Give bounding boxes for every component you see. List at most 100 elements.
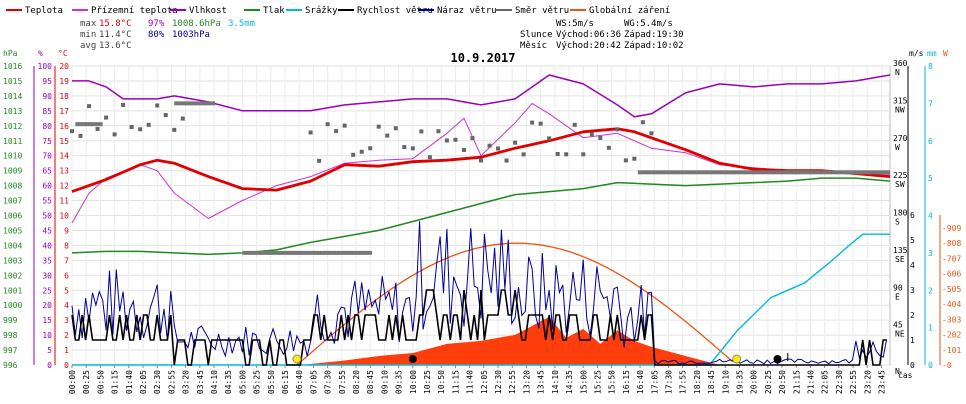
pct-axis-unit: %	[38, 49, 43, 58]
mm-tick-label: 3	[928, 249, 933, 258]
x-tick-label: 22:30	[835, 370, 844, 394]
legend-label: Teplota	[25, 6, 63, 16]
humidity-line	[72, 74, 891, 118]
x-tick-label: 02:05	[139, 370, 148, 394]
legend-label: Rychlost větru	[357, 6, 433, 16]
temp-tick-label: 4	[64, 301, 69, 310]
wind-direction-mark	[547, 136, 552, 141]
ms-tick-label: 5	[910, 236, 915, 245]
w-tick-label: -303	[942, 315, 961, 324]
hpa-tick-label: 1012	[3, 122, 22, 131]
wind-direction-mark	[172, 127, 177, 132]
pct-tick-label: 75	[42, 137, 52, 146]
pct-tick-label: 50	[42, 212, 52, 221]
x-tick-label: 12:30	[494, 370, 503, 394]
x-tick-label: 10:50	[437, 370, 446, 394]
wind-direction-mark	[496, 146, 501, 151]
stat-min-press: 1003hPa	[172, 30, 210, 40]
wind-direction-mark	[640, 120, 645, 125]
wind-direction-mark	[155, 103, 160, 108]
stat-wg: WG:5.4m/s	[624, 19, 673, 29]
dir-tick-label: NW	[895, 105, 905, 114]
x-tick-label: 20:00	[750, 370, 759, 394]
temp-tick-label: 11	[59, 197, 69, 206]
wind-direction-mark	[461, 147, 466, 152]
ms-axis-unit: m/s	[909, 49, 924, 58]
x-tick-label: 10:25	[423, 370, 432, 394]
x-tick-label: 15:00	[579, 370, 588, 394]
wind-direction-mark	[470, 136, 475, 141]
legend-label: Srážky	[305, 6, 338, 16]
pct-tick-label: 15	[42, 316, 52, 325]
w-tick-label: -101	[942, 346, 961, 355]
dir-tick-label: SE	[895, 255, 905, 264]
pct-tick-label: 70	[42, 152, 52, 161]
temp-tick-label: 0	[64, 361, 69, 370]
wind-direction-mark	[163, 113, 168, 118]
wind-direction-mark	[75, 122, 103, 127]
hpa-tick-label: 1007	[3, 197, 22, 206]
x-tick-label: 14:35	[565, 370, 574, 394]
x-tick-label: 22:55	[849, 370, 858, 394]
temp-tick-label: 7	[64, 256, 69, 265]
pct-tick-label: 90	[42, 92, 52, 101]
stat-avg-label: avg	[80, 41, 96, 51]
w-tick-label: -202	[942, 331, 961, 340]
x-tick-label: 06:40	[295, 370, 304, 394]
temperature-line	[71, 127, 891, 193]
dir-tick-value: 135	[893, 246, 908, 255]
dir-tick-label: NE	[895, 330, 905, 339]
stat-sun-set: Západ:19:30	[624, 30, 684, 40]
temp-tick-label: 15	[59, 137, 69, 146]
x-axis-label: čas	[898, 370, 913, 380]
dir-tick-label: S	[895, 218, 900, 227]
wind-direction-mark	[78, 133, 83, 138]
wind-direction-mark	[479, 158, 483, 163]
x-tick-label: 13:20	[522, 370, 531, 394]
dir-tick-value: 225	[893, 171, 908, 180]
x-tick-label: 12:05	[480, 370, 489, 394]
temp-tick-label: 9	[64, 226, 69, 235]
temp-tick-label: 19	[59, 77, 69, 86]
temp-tick-label: 17	[59, 107, 69, 116]
w-tick-label: -505	[942, 285, 961, 294]
wind-direction-mark	[393, 126, 398, 131]
legend: Teplota Přízemní teplota Vlhkost Tlak Srážky…	[6, 6, 670, 16]
wind-direction-mark	[637, 170, 890, 175]
wind-direction-mark	[530, 120, 535, 125]
wind-direction-mark	[351, 152, 356, 157]
hpa-tick-label: 1016	[3, 62, 22, 71]
pct-tick-label: 55	[42, 197, 52, 206]
wind-direction-mark	[623, 158, 628, 163]
x-tick-label: 15:25	[593, 370, 602, 394]
wind-direction-mark	[70, 129, 74, 134]
wind-direction-mark	[180, 116, 185, 121]
x-tick-label: 22:05	[821, 370, 830, 394]
x-tick-label: 07:05	[309, 370, 318, 394]
wind-direction-mark	[615, 127, 620, 132]
temp-axis-unit: °C	[58, 49, 68, 58]
x-tick-label: 08:20	[352, 370, 361, 394]
x-tick-label: 23:20	[863, 370, 872, 394]
x-tick-label: 00:25	[82, 370, 91, 394]
ms-tick-label: 3	[910, 286, 915, 295]
x-tick-label: 02:30	[153, 370, 162, 394]
pct-tick-label: 20	[42, 301, 52, 310]
temp-tick-label: 18	[59, 92, 69, 101]
pct-tick-label: 95	[42, 77, 52, 86]
x-tick-label: 01:15	[111, 370, 120, 394]
hpa-tick-label: 996	[3, 361, 18, 370]
pct-tick-label: 10	[42, 331, 52, 340]
wind-direction-mark	[444, 138, 449, 143]
x-tick-label: 05:25	[253, 370, 262, 394]
ground-temp-line	[71, 102, 891, 224]
x-tick-label: 00:00	[68, 370, 77, 394]
hpa-tick-label: 998	[3, 331, 18, 340]
temp-tick-label: 12	[59, 182, 69, 191]
w-tick-label: -606	[942, 270, 961, 279]
w-tick-label: -707	[942, 254, 961, 263]
temp-tick-label: 13	[59, 167, 69, 176]
legend-label: Přízemní teplota	[91, 6, 178, 16]
x-tick-label: 16:40	[636, 370, 645, 394]
dir-tick-value: 315	[893, 96, 908, 105]
